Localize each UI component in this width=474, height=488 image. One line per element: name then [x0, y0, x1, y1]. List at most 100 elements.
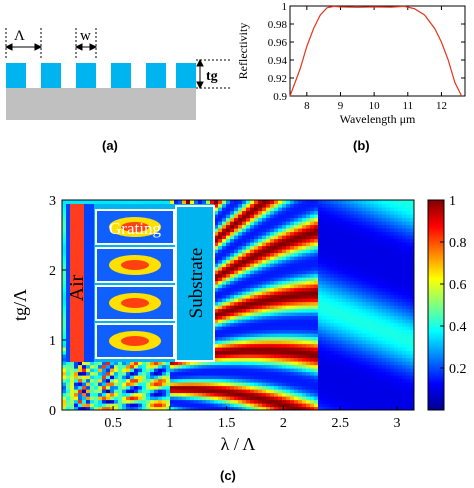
heat-cell	[266, 200, 271, 205]
heat-cell	[90, 406, 95, 410]
heat-cell	[270, 277, 275, 282]
heat-cell	[362, 273, 367, 278]
heat-cell	[250, 221, 255, 226]
heat-cell	[382, 396, 387, 401]
heat-cell	[358, 340, 363, 345]
heat-cell	[286, 217, 291, 222]
heat-cell	[238, 403, 243, 408]
heat-cell	[318, 305, 323, 310]
heat-cell	[362, 378, 367, 383]
heat-cell	[286, 312, 291, 317]
heat-cell	[326, 298, 331, 303]
heat-cell	[246, 221, 251, 226]
heat-cell	[382, 322, 387, 327]
heat-cell	[354, 238, 359, 243]
heat-cell	[374, 252, 379, 257]
heat-cell	[198, 382, 203, 387]
heat-cell	[382, 298, 387, 303]
heat-cell	[62, 329, 67, 334]
heat-cell	[214, 270, 219, 275]
heat-cell	[234, 210, 239, 215]
heat-cell	[246, 301, 251, 306]
heat-cell	[218, 350, 223, 355]
heat-cell	[290, 315, 295, 320]
heat-cell	[310, 354, 315, 359]
heat-cell	[386, 277, 391, 282]
heat-cell	[290, 329, 295, 334]
heat-cell	[262, 319, 267, 324]
heat-cell	[382, 403, 387, 408]
heat-cell	[218, 245, 223, 250]
heat-cell	[378, 263, 383, 268]
heat-cell	[318, 336, 323, 341]
heat-cell	[234, 291, 239, 296]
heat-cell	[386, 378, 391, 383]
heat-cell	[322, 270, 327, 275]
heat-cell	[198, 364, 203, 369]
heat-cell	[222, 392, 227, 397]
heat-cell	[326, 368, 331, 373]
heat-cell	[266, 406, 271, 410]
heat-cell	[298, 224, 303, 229]
heat-cell	[322, 249, 327, 254]
heat-cell	[286, 392, 291, 397]
heat-cell	[386, 382, 391, 387]
heat-cell	[198, 375, 203, 380]
heat-cell	[330, 210, 335, 215]
heat-cell	[358, 280, 363, 285]
heat-cell	[298, 242, 303, 247]
heat-cell	[250, 263, 255, 268]
heat-cell	[366, 333, 371, 338]
heat-cell	[298, 319, 303, 324]
heat-cell	[334, 228, 339, 233]
heat-cell	[222, 280, 227, 285]
heat-cell	[326, 385, 331, 390]
heat-cell	[306, 203, 311, 208]
heat-cell	[154, 382, 159, 387]
heat-cell	[218, 389, 223, 394]
heat-cell	[338, 343, 343, 348]
heat-cell	[314, 308, 319, 313]
heat-cell	[242, 403, 247, 408]
heat-cell	[314, 403, 319, 408]
heat-cell	[350, 277, 355, 282]
heat-cell	[126, 385, 131, 390]
heat-cell	[266, 403, 271, 408]
heat-cell	[330, 235, 335, 240]
heat-cell	[382, 200, 387, 205]
heat-cell	[170, 378, 175, 383]
heat-cell	[314, 396, 319, 401]
heat-cell	[382, 273, 387, 278]
heat-cell	[346, 382, 351, 387]
heat-cell	[370, 242, 375, 247]
heat-cell	[302, 252, 307, 257]
heat-cell	[350, 340, 355, 345]
heat-cell	[314, 224, 319, 229]
heat-cell	[278, 224, 283, 229]
heat-cell	[382, 259, 387, 264]
heat-cell	[62, 305, 67, 310]
heat-cell	[350, 200, 355, 205]
heat-cell	[62, 354, 67, 359]
heat-cell	[234, 231, 239, 236]
heat-cell	[326, 378, 331, 383]
heat-cell	[226, 368, 231, 373]
heat-cell	[386, 319, 391, 324]
heat-cell	[302, 280, 307, 285]
heat-cell	[314, 270, 319, 275]
heat-cell	[62, 259, 67, 264]
heat-cell	[294, 221, 299, 226]
heat-cell	[286, 242, 291, 247]
heat-cell	[262, 389, 267, 394]
heat-cell	[286, 259, 291, 264]
heat-cell	[62, 361, 67, 366]
heat-cell	[278, 298, 283, 303]
heat-cell	[230, 347, 235, 352]
heat-cell	[274, 259, 279, 264]
heat-cell	[266, 294, 271, 299]
heat-cell	[258, 207, 263, 212]
heat-cell	[218, 312, 223, 317]
heat-cell	[322, 259, 327, 264]
heat-cell	[258, 308, 263, 313]
heat-cell	[258, 403, 263, 408]
